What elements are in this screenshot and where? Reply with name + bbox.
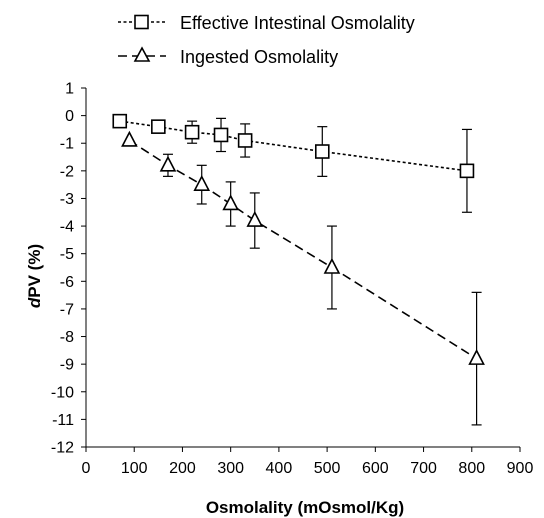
data-point-triangle bbox=[193, 174, 211, 191]
y-tick-label: -6 bbox=[60, 274, 74, 291]
y-axis-ticks: 1 0 -1 -2 -3 -4 -5 -6 -7 -8 -9 -10 -11 -12 bbox=[51, 81, 86, 457]
y-tick-label: -9 bbox=[60, 357, 74, 374]
y-tick-label: -7 bbox=[60, 301, 74, 318]
y-tick-label: -10 bbox=[51, 384, 74, 401]
data-point-triangle bbox=[468, 348, 485, 365]
data-point-triangle bbox=[222, 194, 239, 211]
legend-triangle-marker bbox=[133, 46, 151, 62]
data-point-square bbox=[151, 119, 166, 134]
y-axis-title-rest: PV (%) bbox=[25, 244, 44, 298]
series-line bbox=[128, 139, 478, 360]
y-tick-label: -5 bbox=[60, 246, 74, 263]
data-point-triangle bbox=[246, 210, 264, 227]
legend: Effective Intestinal Osmolality Ingested… bbox=[118, 13, 415, 67]
legend-label-ingested: Ingested Osmolality bbox=[180, 47, 338, 67]
y-tick-label: -8 bbox=[60, 329, 74, 346]
x-tick-label: 500 bbox=[314, 460, 341, 477]
data-point-triangle bbox=[323, 257, 341, 274]
x-tick-label: 300 bbox=[217, 460, 244, 477]
legend-label-effective: Effective Intestinal Osmolality bbox=[180, 13, 415, 33]
legend-item-ingested-osmolality: Ingested Osmolality bbox=[118, 46, 338, 67]
x-tick-label: 700 bbox=[410, 460, 437, 477]
y-tick-label: 0 bbox=[65, 108, 74, 125]
y-tick-label: -4 bbox=[60, 219, 74, 236]
x-axis-title: Osmolality (mOsmol/Kg) bbox=[206, 498, 404, 517]
series-layer bbox=[112, 113, 485, 426]
data-point-triangle bbox=[121, 130, 138, 147]
data-point-square bbox=[184, 124, 200, 140]
y-tick-label: -2 bbox=[60, 163, 74, 180]
y-axis-title-italic: d bbox=[25, 297, 44, 308]
x-tick-label: 900 bbox=[507, 460, 534, 477]
legend-item-effective-intestinal-osmolality: Effective Intestinal Osmolality bbox=[118, 13, 415, 33]
y-tick-label: -1 bbox=[60, 136, 74, 153]
x-tick-label: 200 bbox=[169, 460, 196, 477]
y-tick-label: -11 bbox=[52, 412, 74, 429]
x-tick-label: 100 bbox=[121, 460, 148, 477]
y-tick-label: 1 bbox=[65, 81, 74, 98]
series-ingested-osmolality bbox=[121, 130, 485, 426]
y-axis-title: dPV (%) bbox=[25, 244, 44, 308]
y-tick-label: -12 bbox=[51, 440, 74, 457]
data-point-square bbox=[112, 113, 128, 129]
legend-square-marker bbox=[134, 14, 149, 30]
x-tick-label: 800 bbox=[458, 460, 485, 477]
series-effective-intestinal-osmolality bbox=[112, 113, 475, 213]
data-point-square bbox=[213, 127, 229, 143]
data-point-square bbox=[459, 163, 475, 179]
data-point-triangle bbox=[159, 155, 177, 172]
x-tick-label: 400 bbox=[266, 460, 293, 477]
y-tick-label: -3 bbox=[60, 191, 74, 208]
x-tick-label: 0 bbox=[82, 460, 91, 477]
x-axis-ticks: 0 100 200 300 400 500 600 700 800 900 bbox=[82, 447, 534, 477]
data-point-square bbox=[237, 133, 253, 148]
data-point-square bbox=[314, 144, 330, 159]
x-tick-label: 600 bbox=[362, 460, 389, 477]
